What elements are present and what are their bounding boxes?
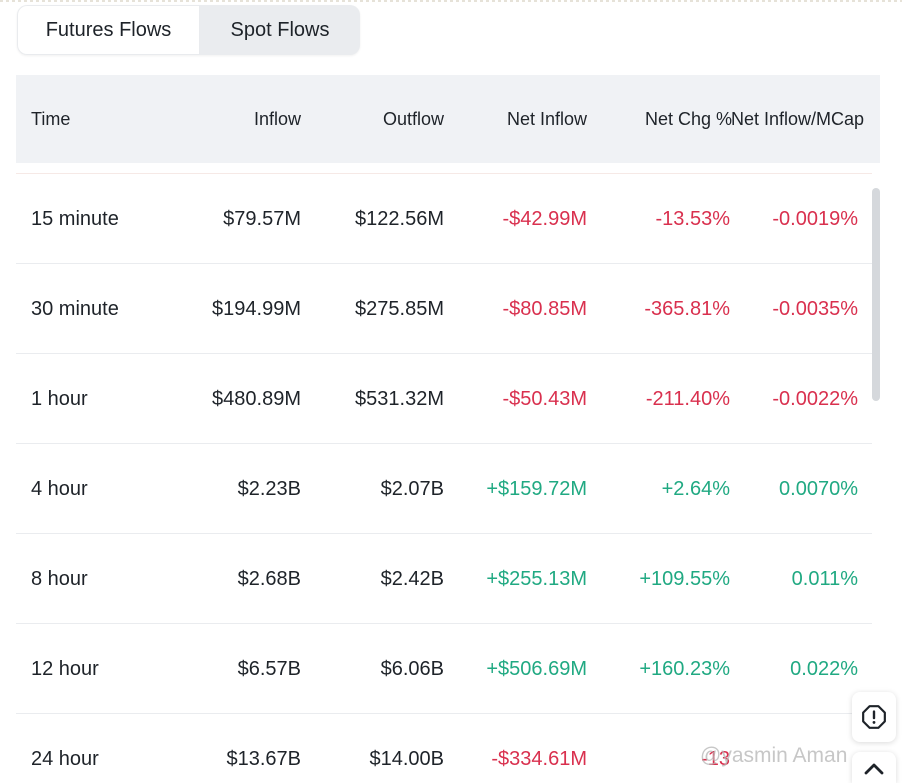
cell-inflow: $2.23B: [237, 477, 301, 500]
cell-time: 15 minute: [31, 207, 119, 230]
cell-outflow: $531.32M: [355, 387, 444, 410]
top-dotted-border: [0, 0, 902, 5]
cell-inflow: $480.89M: [212, 387, 301, 410]
table-row[interactable]: 30 minute $194.99M $275.85M -$80.85M -365.81…: [16, 264, 872, 354]
watermark-text: @yasmin Aman: [700, 744, 848, 767]
cell-net-chg: +109.55%: [639, 567, 730, 590]
cell-inflow: $2.68B: [237, 567, 301, 590]
table-row[interactable]: 4 hour $2.23B $2.07B +$159.72M +2.64% 0.0070%: [16, 444, 872, 534]
cell-net-chg: +160.23%: [639, 657, 730, 680]
cell-time: 4 hour: [31, 477, 88, 500]
cell-outflow: $122.56M: [355, 207, 444, 230]
cell-outflow: $275.85M: [355, 297, 444, 320]
cell-net-chg: +2.64%: [661, 477, 730, 500]
cell-inflow: $194.99M: [212, 297, 301, 320]
cell-net-inflow-mcap: 0.022%: [790, 657, 858, 680]
column-header-outflow[interactable]: Outflow: [382, 108, 444, 129]
cell-net-inflow: +$255.13M: [486, 567, 587, 590]
tab-futures-flows[interactable]: Futures Flows: [17, 5, 200, 55]
column-header-time[interactable]: Time: [31, 108, 71, 129]
table-scrollbar[interactable]: [872, 188, 880, 401]
cell-net-inflow-mcap: 0.011%: [791, 567, 858, 590]
cell-net-chg: -13: [701, 747, 730, 770]
cell-net-inflow-mcap: 0.0070%: [779, 477, 858, 500]
cell-outflow: $2.42B: [380, 567, 444, 590]
cell-net-chg: -365.81%: [644, 297, 730, 320]
cell-inflow: $13.67B: [226, 747, 301, 770]
cell-inflow: $6.57B: [237, 657, 301, 680]
cell-net-inflow: -$80.85M: [502, 297, 588, 320]
table-row[interactable]: 12 hour $6.57B $6.06B +$506.69M +160.23% 0.02…: [16, 624, 872, 714]
table-header: Time Inflow Outflow Net Inflow Net Chg %…: [16, 75, 880, 163]
alert-octagon-icon: [862, 705, 886, 729]
cell-outflow: $6.06B: [380, 657, 444, 680]
cell-net-chg: -211.40%: [645, 387, 730, 410]
cell-time: 1 hour: [31, 387, 88, 410]
cell-inflow: $79.57M: [223, 207, 301, 230]
cell-net-inflow: -$42.99M: [502, 207, 588, 230]
column-header-net-inflow[interactable]: Net Inflow: [506, 108, 587, 129]
cell-net-inflow-mcap: -0.0019%: [772, 207, 858, 230]
column-header-net-chg[interactable]: Net Chg %: [645, 108, 733, 129]
cell-net-inflow: -$50.43M: [502, 387, 588, 410]
table-row[interactable]: 24 hour $13.67B $14.00B -$334.61M -13: [16, 714, 872, 783]
cell-net-chg: -13.53%: [655, 207, 731, 230]
column-header-inflow[interactable]: Inflow: [253, 108, 301, 129]
table-row[interactable]: 15 minute $79.57M $122.56M -$42.99M -13.53% -…: [16, 174, 872, 264]
cell-net-inflow-mcap: -0.0035%: [772, 297, 858, 320]
chevron-up-icon: [864, 763, 884, 774]
header-divider: [16, 173, 872, 174]
scroll-to-top-button[interactable]: [852, 752, 896, 783]
table-row[interactable]: 8 hour $2.68B $2.42B +$255.13M +109.55% 0.011…: [16, 534, 872, 624]
cell-time: 30 minute: [31, 297, 119, 320]
report-button[interactable]: [852, 692, 896, 742]
cell-net-inflow: +$506.69M: [486, 657, 587, 680]
table-row[interactable]: 1 hour $480.89M $531.32M -$50.43M -211.40% -0…: [16, 354, 872, 444]
cell-outflow: $14.00B: [369, 747, 444, 770]
cell-time: 8 hour: [31, 567, 88, 590]
flow-type-tabs: Futures Flows Spot Flows: [17, 5, 360, 55]
cell-net-inflow-mcap: -0.0022%: [772, 387, 858, 410]
cell-net-inflow: +$159.72M: [486, 477, 587, 500]
column-header-net-inflow-mcap[interactable]: Net Inflow/MCap: [731, 108, 865, 129]
cell-time: 24 hour: [31, 747, 99, 770]
table-body: 15 minute $79.57M $122.56M -$42.99M -13.53% -…: [16, 174, 872, 783]
cell-time: 12 hour: [31, 657, 99, 680]
cell-outflow: $2.07B: [380, 477, 444, 500]
tab-spot-flows[interactable]: Spot Flows: [230, 18, 330, 41]
cell-net-inflow: -$334.61M: [491, 747, 587, 770]
